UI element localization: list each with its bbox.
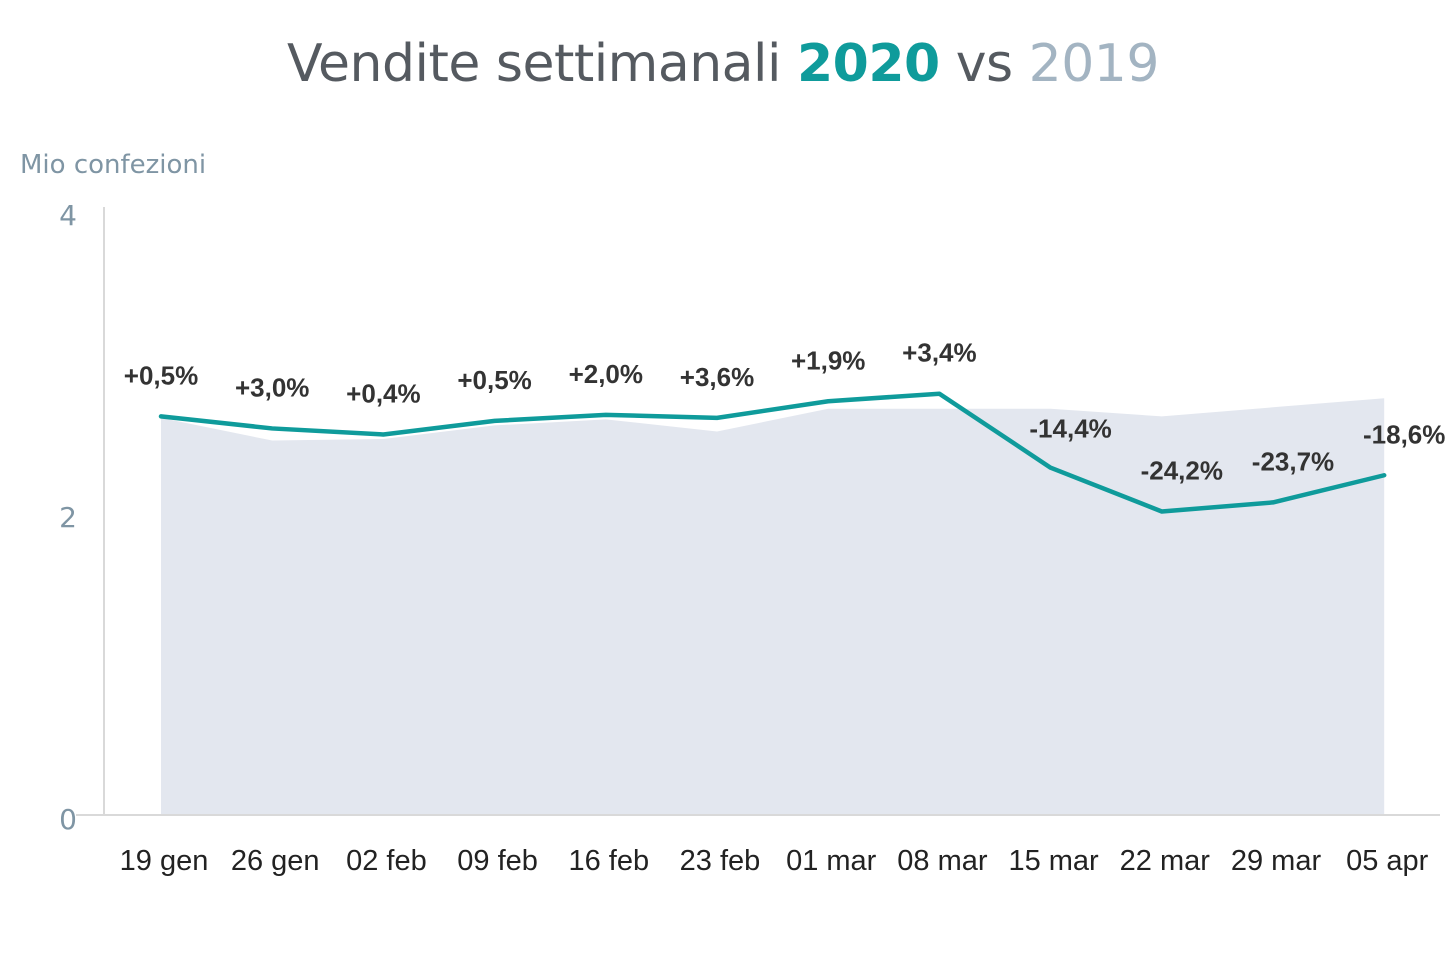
data-label: +0,5% xyxy=(457,365,531,395)
data-label: +3,0% xyxy=(235,372,309,402)
data-label: +3,6% xyxy=(680,362,754,392)
y-tick-layer: 0 2 4 xyxy=(59,199,77,836)
data-label: -24,2% xyxy=(1141,455,1223,485)
x-tick-label: 15 mar xyxy=(1008,845,1099,877)
x-tick-label: 05 apr xyxy=(1346,845,1429,877)
x-tick-label: 19 gen xyxy=(120,845,209,877)
title-prefix: Vendite settimanali xyxy=(287,34,781,94)
title-connector: vs xyxy=(955,34,1013,94)
x-tick-label: 01 mar xyxy=(786,845,877,877)
title-year-2019: 2019 xyxy=(1028,34,1160,94)
chart-title: Vendite settimanali 2020 vs 2019 xyxy=(0,34,1446,94)
x-tick-label: 02 feb xyxy=(346,845,427,877)
x-tick-label: 29 mar xyxy=(1231,845,1322,877)
x-tick-label: 23 feb xyxy=(680,845,761,877)
x-tick-label: 22 mar xyxy=(1120,845,1211,877)
data-label: +1,9% xyxy=(791,345,865,375)
area-layer-2019 xyxy=(161,398,1385,815)
x-tick-label: 09 feb xyxy=(457,845,538,877)
data-label: +0,4% xyxy=(346,378,420,408)
y-tick-label: 2 xyxy=(59,501,77,534)
series-2019-area xyxy=(161,398,1385,815)
y-tick-label: 4 xyxy=(59,199,77,232)
data-label-layer: +0,5% +3,0% +0,4% +0,5% +2,0% +3,6% +1,9% +3,4%… xyxy=(124,338,1446,486)
x-tick-label: 08 mar xyxy=(897,845,988,877)
title-year-2020: 2020 xyxy=(796,34,940,94)
data-label: -18,6% xyxy=(1363,419,1445,449)
data-label: +2,0% xyxy=(569,359,643,389)
series-2020-line xyxy=(158,391,1387,514)
line-layer-2020 xyxy=(158,391,1387,514)
y-tick-label: 0 xyxy=(59,803,77,836)
category-label-layer: 19 gen 26 gen 02 feb 09 feb 16 feb 23 feb 01 m… xyxy=(120,845,1429,877)
x-tick-label: 16 feb xyxy=(568,845,649,877)
data-label: -14,4% xyxy=(1029,414,1111,444)
axis-layer xyxy=(76,207,1440,816)
x-tick-label: 26 gen xyxy=(231,845,320,877)
data-label: +3,4% xyxy=(902,338,976,368)
y-axis-label: Mio confezioni xyxy=(20,150,207,180)
data-label: -23,7% xyxy=(1252,446,1334,476)
data-label: +0,5% xyxy=(124,360,198,390)
